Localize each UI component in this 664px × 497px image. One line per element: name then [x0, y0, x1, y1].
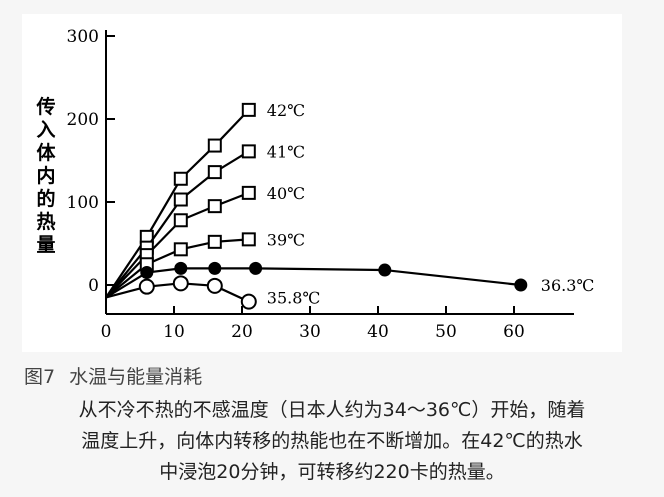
data-point: [173, 213, 188, 228]
x-tick-label-10: 10: [163, 322, 185, 342]
y-tick-label-200: 200: [67, 110, 99, 130]
data-point: [207, 165, 222, 180]
figure-description: 从不冷不热的不感温度（日本人约为34～36℃）开始，随着 温度上升，向体内转移的…: [20, 395, 644, 488]
data-point: [207, 199, 222, 214]
series-1: 42℃: [105, 101, 305, 299]
y-axis-label-char: 体: [36, 141, 56, 164]
ticks: 0 100 200 300 0 10 20 30 40 50 60: [67, 27, 525, 342]
data-point: [207, 138, 222, 153]
series-label: 41℃: [267, 142, 305, 161]
x-tick-label-60: 60: [503, 322, 525, 342]
description-line-1: 从不冷不热的不感温度（日本人约为34～36℃）开始，随着: [78, 399, 586, 421]
data-point: [172, 275, 189, 292]
figure-caption: 图7 水温与能量消耗: [24, 362, 202, 389]
series-4: 39℃: [105, 230, 305, 299]
series-6: 35.8℃: [105, 275, 321, 310]
series-layer: 42℃ 41℃ 40℃ 39℃ 36.3℃ 35.8℃: [105, 101, 595, 310]
series-label: 39℃: [267, 230, 305, 249]
figure-title: 水温与能量消耗: [69, 366, 203, 388]
data-point: [241, 102, 256, 117]
data-point: [241, 185, 256, 200]
data-point: [249, 261, 263, 275]
series-5: 36.3℃: [105, 261, 595, 299]
axes: [105, 30, 574, 315]
data-point: [206, 277, 223, 294]
y-axis-label-char: 量: [36, 234, 55, 256]
data-point: [240, 293, 257, 310]
description-line-2: 温度上升，向体内转移的热能也在不断增加。在42℃的热水: [81, 430, 583, 452]
figure-number: 图7: [24, 366, 56, 388]
data-point: [208, 261, 222, 275]
x-tick-label-40: 40: [367, 322, 389, 342]
data-point: [174, 261, 188, 275]
description-line-3: 中浸泡20分钟，可转移约220卡的热量。: [159, 461, 505, 483]
y-axis-label-char: 入: [36, 119, 55, 141]
series-label: 36.3℃: [541, 276, 595, 295]
data-point: [207, 234, 222, 249]
series-label: 42℃: [267, 101, 305, 120]
x-tick-label-30: 30: [299, 322, 321, 342]
y-axis-label-char: 传: [35, 95, 55, 118]
data-point: [514, 278, 528, 292]
data-point: [241, 144, 256, 159]
y-axis-label-char: 内: [36, 164, 55, 187]
y-tick-label-300: 300: [67, 27, 99, 47]
data-point: [138, 278, 155, 295]
data-point: [241, 232, 256, 247]
y-tick-label-0: 0: [88, 276, 99, 296]
data-point: [173, 192, 188, 207]
y-axis-label-char: 的: [36, 187, 55, 210]
x-tick-label-50: 50: [435, 322, 457, 342]
series-3: 40℃: [105, 184, 305, 299]
data-point: [378, 263, 392, 277]
y-axis-label-char: 热: [36, 210, 55, 233]
series-label: 40℃: [267, 184, 305, 203]
chart-panel: 传入体内的热量 0 100 200 300 0 10 20 30 40 50 60 42℃ 41℃ 40…: [22, 14, 622, 352]
data-point: [140, 266, 154, 280]
data-point: [173, 171, 188, 186]
x-tick-label-20: 20: [231, 322, 253, 342]
y-tick-label-100: 100: [67, 193, 99, 213]
x-tick-label-0: 0: [101, 322, 112, 342]
series-label: 35.8℃: [267, 289, 321, 308]
data-point: [173, 242, 188, 257]
